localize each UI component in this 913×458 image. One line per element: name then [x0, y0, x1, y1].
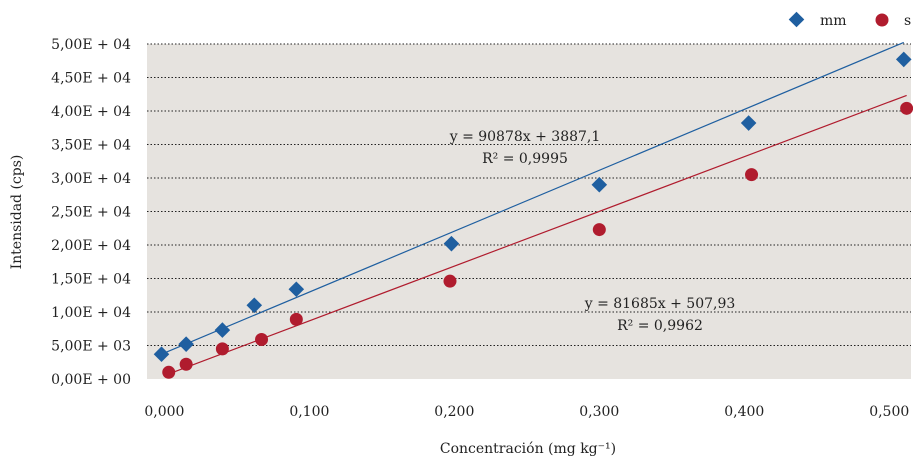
point-s [162, 365, 176, 379]
y-tick-label: 4,50E + 04 [51, 71, 131, 87]
r2-mm: R² = 0,9995 [482, 151, 568, 167]
legend-marker-mm [788, 11, 805, 28]
y-tick-label: 4,00E + 04 [51, 104, 131, 120]
y-tick-label: 2,50E + 04 [51, 205, 131, 221]
x-axis-title: Concentración (mg kg⁻¹) [440, 441, 616, 457]
y-tick-label: 1,00E + 04 [51, 305, 131, 321]
x-tick-labels: 0,000 0,100 0,200 0,300 0,400 0,500 [144, 404, 909, 420]
point-s [215, 342, 229, 356]
gridlines [147, 43, 911, 346]
x-tick-label: 0,000 [144, 404, 184, 420]
point-s [745, 168, 759, 182]
point-mm [443, 235, 460, 252]
point-mm [214, 322, 231, 338]
y-tick-label: 5,00E + 04 [51, 37, 131, 53]
legend-marker-s [875, 13, 889, 27]
x-tick-label: 0,300 [579, 404, 619, 420]
r2-s: R² = 0,9962 [617, 318, 703, 334]
equation-s: y = 81685x + 507,93 [584, 296, 736, 312]
trendlines [161, 41, 907, 375]
y-tick-label: 1,50E + 04 [51, 272, 131, 288]
point-mm [153, 346, 170, 362]
point-s [289, 312, 303, 326]
equation-mm: y = 90878x + 3887,1 [449, 129, 601, 145]
x-tick-label: 0,500 [869, 404, 909, 420]
point-s [900, 101, 913, 115]
x-tick-label: 0,200 [434, 404, 474, 420]
trendline-mm [161, 41, 904, 355]
point-s [592, 223, 606, 237]
y-tick-label: 0,00E + 00 [51, 372, 131, 388]
point-s [255, 332, 269, 346]
x-tick-label: 0,400 [724, 404, 764, 420]
y-tick-label: 3,00E + 04 [51, 171, 131, 187]
point-mm [591, 176, 608, 193]
legend: mm s [788, 11, 911, 29]
y-tick-labels: 0,00E + 00 5,00E + 03 1,00E + 04 1,50E + 04… [51, 37, 131, 388]
x-tick-label: 0,100 [289, 404, 329, 420]
legend-label-mm: mm [820, 13, 847, 29]
point-mm [178, 336, 194, 352]
point-s [179, 357, 193, 371]
point-s [443, 274, 457, 288]
trendline-s [168, 94, 907, 375]
y-tick-label: 2,00E + 04 [51, 238, 131, 254]
legend-label-s: s [904, 13, 911, 29]
y-axis-title: Intensidad (cps) [9, 155, 25, 270]
y-tick-label: 5,00E + 03 [51, 339, 131, 355]
y-tick-label: 3,50E + 04 [51, 138, 131, 154]
